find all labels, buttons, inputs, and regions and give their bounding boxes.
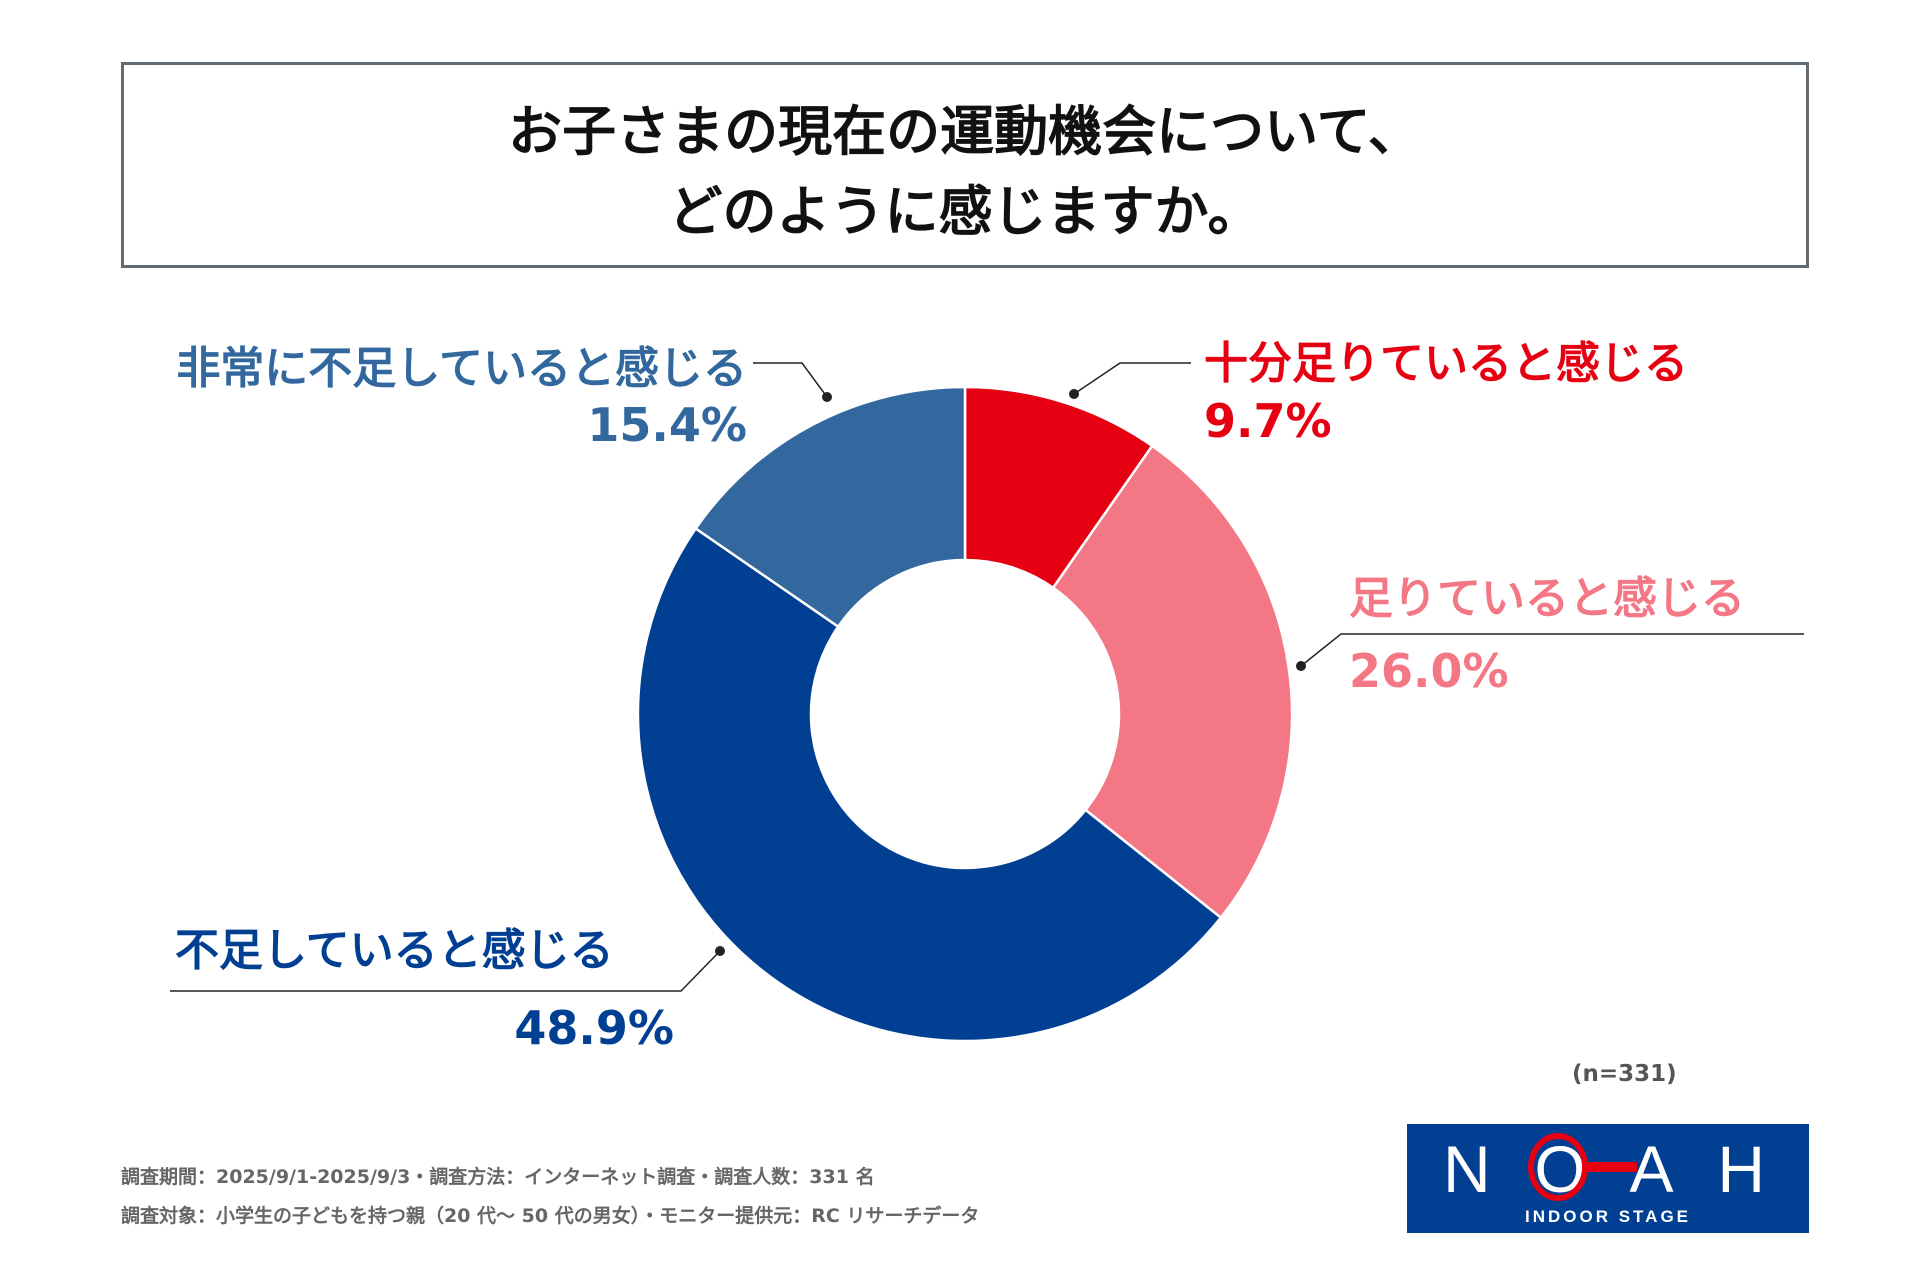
svg-text:INDOOR STAGE: INDOOR STAGE <box>1525 1207 1691 1226</box>
leader-lines <box>170 362 1804 992</box>
donut-slice-1 <box>1051 444 1294 920</box>
leader-line-sufficient-enough <box>1073 362 1191 395</box>
value-sufficient-enough: 9.7% <box>1204 394 1332 448</box>
leader-dot <box>1296 661 1306 671</box>
label-very-insufficient: 非常に不足していると感じる <box>176 343 747 394</box>
leader-dot <box>822 392 832 402</box>
label-sufficient-enough: 十分足りていると感じる <box>1204 338 1688 389</box>
footnote-survey-period: 調査期間：2025/9/1-2025/9/3・調査方法：インターネット調査・調査… <box>121 1166 875 1188</box>
donut-slice-2 <box>636 526 1223 1043</box>
value-sufficient: 26.0% <box>1349 644 1509 698</box>
leader-line-sufficient <box>1300 633 1804 667</box>
noah-logo-mark: NOAH INDOOR STAGE <box>1443 1132 1765 1226</box>
footnote-survey-target: 調査対象：小学生の子どもを持つ親（20 代～ 50 代の男女）・モニター提供元：… <box>121 1205 980 1227</box>
value-very-insufficient: 15.4% <box>587 398 747 452</box>
label-sufficient: 足りていると感じる <box>1349 573 1745 624</box>
donut-slice-3 <box>693 385 967 629</box>
label-insufficient: 不足していると感じる <box>175 925 614 976</box>
sample-size: (n=331) <box>1572 1061 1677 1087</box>
noah-logo: NOAH INDOOR STAGE <box>1407 1124 1809 1233</box>
title-line-1: お子さまの現在の運動機会について、 <box>508 100 1422 163</box>
title-line-2: どのように感じますか。 <box>668 180 1262 243</box>
leader-dot <box>715 946 725 956</box>
value-insufficient: 48.9% <box>514 1001 674 1055</box>
leader-dot <box>1069 389 1079 399</box>
leader-line-insufficient <box>170 950 721 992</box>
title-box: お子さまの現在の運動機会について、 どのように感じますか。 <box>121 62 1809 268</box>
leader-line-very-insufficient <box>753 362 828 398</box>
